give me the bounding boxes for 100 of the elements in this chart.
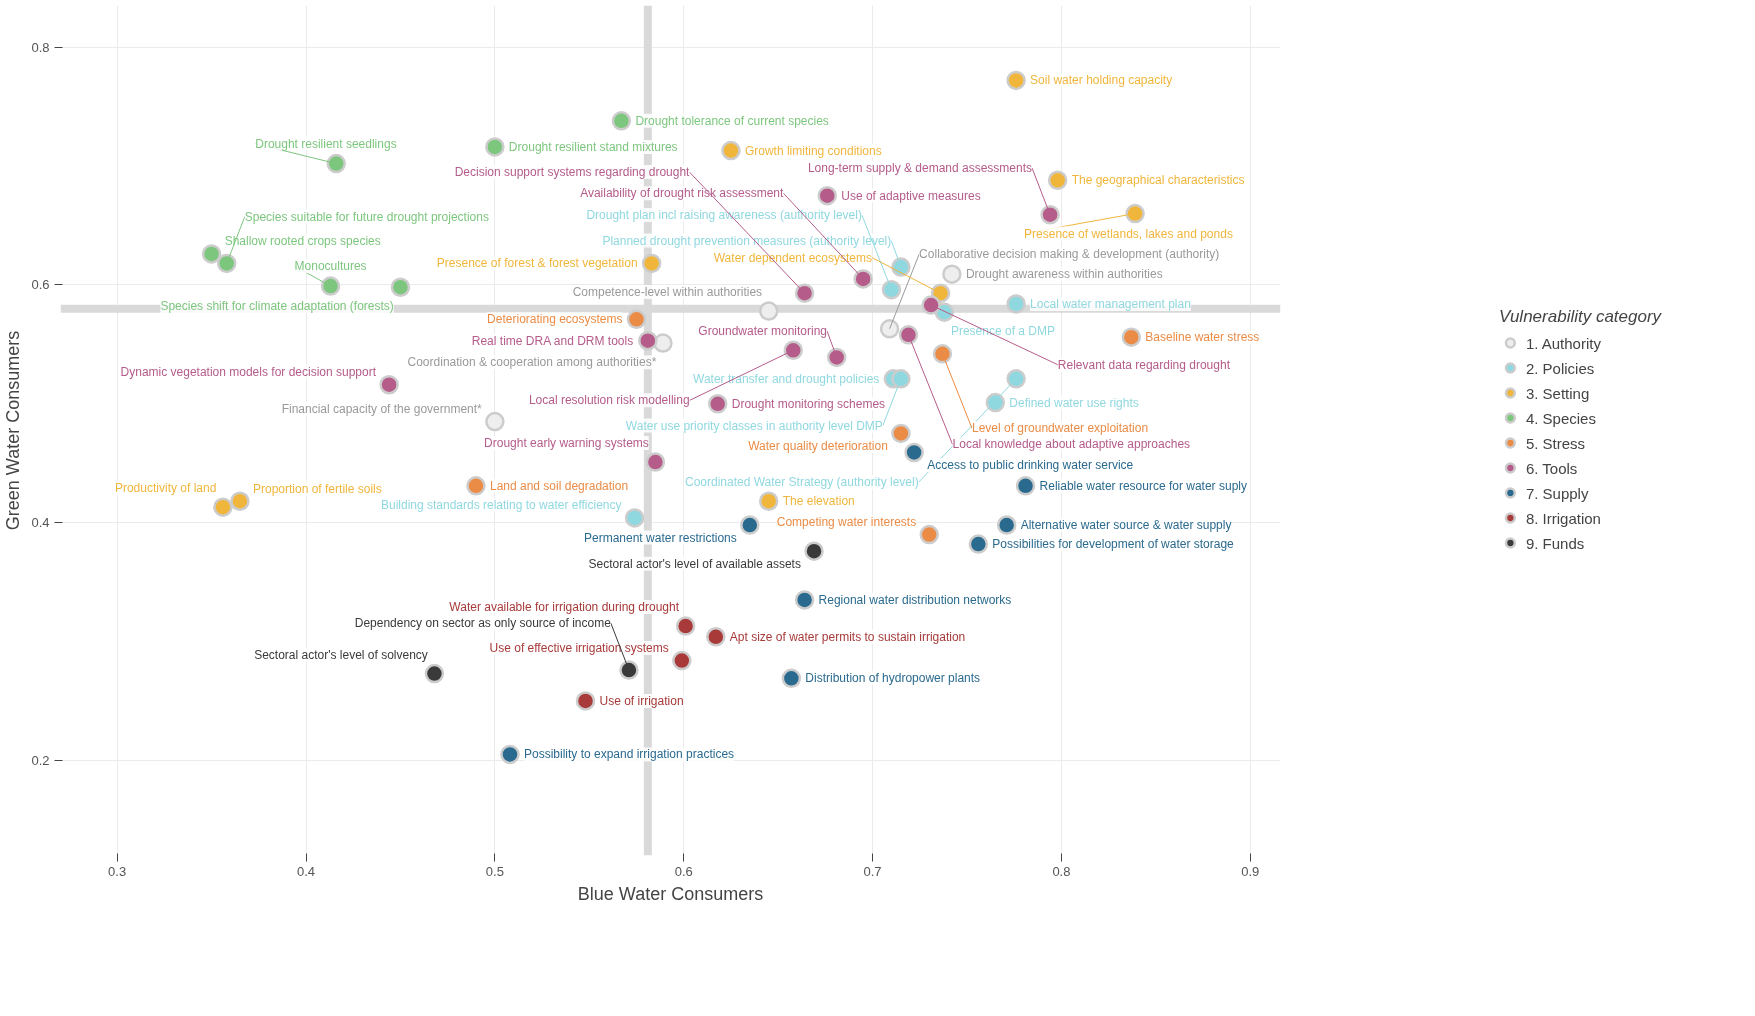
point xyxy=(575,691,596,711)
point xyxy=(879,319,900,339)
legend-label: 2. Policies xyxy=(1525,359,1595,376)
annotation: Alternative water source & water supply xyxy=(1020,518,1232,533)
annotation: Regional water distribution networks xyxy=(818,592,1012,607)
y-tick-label: 0.6 xyxy=(31,277,50,293)
annotation: Deteriorating ecosystems xyxy=(487,312,623,327)
point xyxy=(942,264,962,284)
annotation: Reliable water resource for water suply xyxy=(1039,478,1247,493)
x-tick-label: 0.6 xyxy=(674,863,693,879)
annotation: Drought early warning systems xyxy=(484,435,649,450)
x-tick-label: 0.5 xyxy=(485,863,504,879)
point xyxy=(817,185,837,206)
annotation: Real time DRA and DRM tools xyxy=(471,333,634,348)
annotation: Productivity of land xyxy=(114,481,217,496)
point xyxy=(898,325,919,345)
annotation: Drought tolerance of current species xyxy=(635,113,829,128)
annotation: Competence-level within authorities xyxy=(572,284,763,299)
legend-label: 6. Tools xyxy=(1525,459,1578,476)
annotation: Local knowledge about adaptive approaches xyxy=(952,437,1191,452)
x-tick-label: 0.7 xyxy=(863,863,882,879)
point xyxy=(904,442,924,463)
annotation: Land and soil degradation xyxy=(489,478,629,493)
annotation: Possibilities for development of water storage xyxy=(992,537,1235,552)
point xyxy=(706,627,726,647)
point xyxy=(230,491,250,511)
annotation: Drought awareness within authorities xyxy=(965,267,1163,282)
annotation: Use of irrigation xyxy=(599,693,684,708)
annotation: Defined water use rights xyxy=(1009,395,1139,410)
point xyxy=(326,153,346,174)
point xyxy=(919,524,939,545)
point xyxy=(891,423,911,444)
point xyxy=(1015,476,1036,496)
point xyxy=(721,140,741,161)
point xyxy=(1006,70,1026,91)
point xyxy=(758,491,779,511)
annotation: Soil water holding capacity xyxy=(1030,73,1173,88)
annotation: Coordinated Water Strategy (authority level) xyxy=(684,475,919,490)
point xyxy=(996,515,1017,535)
annotation: Sectoral actor's level of available assets xyxy=(588,556,801,571)
point xyxy=(1040,205,1060,225)
legend-label: 3. Setting xyxy=(1525,384,1590,401)
annotation: Drought monitoring schemes xyxy=(731,396,886,411)
annotation: Building standards relating to water efficiency xyxy=(380,498,622,513)
point xyxy=(794,283,815,303)
annotation: Coordination & cooperation among authorities* xyxy=(407,355,657,370)
point xyxy=(626,309,647,330)
annotation: Local water management plan xyxy=(1030,296,1191,311)
point xyxy=(1047,170,1068,190)
point xyxy=(500,744,520,765)
point xyxy=(740,515,760,535)
point xyxy=(932,344,953,364)
x-tick-label: 0.8 xyxy=(1052,863,1071,879)
point xyxy=(641,253,662,274)
annotation: Monocultures xyxy=(294,259,367,274)
point xyxy=(921,295,941,315)
point xyxy=(213,497,233,517)
annotation: Presence of wetlands, lakes and ponds xyxy=(1024,226,1233,241)
x-axis-title: Blue Water Consumers xyxy=(577,883,764,904)
point xyxy=(624,508,645,528)
annotation: Distribution of hydropower plants xyxy=(805,671,981,686)
annotation: Species suitable for future drought projections xyxy=(244,209,489,224)
point xyxy=(1006,369,1026,389)
annotation: Local resolution risk modelling xyxy=(528,393,690,408)
point xyxy=(758,301,779,321)
point xyxy=(1006,294,1026,314)
point xyxy=(804,541,824,561)
annotation: Drought resilient seedlings xyxy=(255,136,397,151)
annotation: Groundwater monitoring xyxy=(698,323,828,338)
point xyxy=(390,277,411,297)
point xyxy=(485,137,505,157)
annotation: Water available for irrigation during drought xyxy=(449,599,680,614)
annotation: Relevant data regarding drought xyxy=(1057,357,1231,372)
annotation: The elevation xyxy=(782,494,855,509)
point xyxy=(968,534,989,554)
annotation: Baseline water stress xyxy=(1145,330,1260,345)
point xyxy=(881,279,902,300)
point xyxy=(783,340,804,360)
point xyxy=(985,392,1006,413)
point xyxy=(781,668,802,689)
legend-label: 7. Supply xyxy=(1525,484,1589,501)
annotation: Sectoral actor's level of solvency xyxy=(254,647,428,662)
point xyxy=(611,111,632,131)
y-tick-label: 0.2 xyxy=(31,752,50,768)
point xyxy=(424,663,445,684)
annotation: Growth limiting conditions xyxy=(744,143,882,158)
point xyxy=(826,347,847,368)
point xyxy=(853,269,873,289)
annotation: Water use priority classes in authority level DMP xyxy=(625,418,883,433)
point xyxy=(201,244,222,264)
annotation: Long-term supply & demand assessments xyxy=(807,160,1033,175)
annotation: Shallow rooted crops species xyxy=(224,234,381,249)
annotation: Water transfer and drought policies xyxy=(693,371,880,386)
annotation: Decision support systems regarding drought xyxy=(454,165,691,180)
y-axis-title: Green Water Consumers xyxy=(3,330,24,531)
legend-title: Vulnerability category xyxy=(1498,306,1662,327)
x-tick-label: 0.3 xyxy=(108,863,127,879)
x-tick-label: 0.4 xyxy=(296,863,316,879)
annotation: Water quality deterioration xyxy=(748,439,888,454)
annotation: Presence of forest & forest vegetation xyxy=(436,256,638,271)
